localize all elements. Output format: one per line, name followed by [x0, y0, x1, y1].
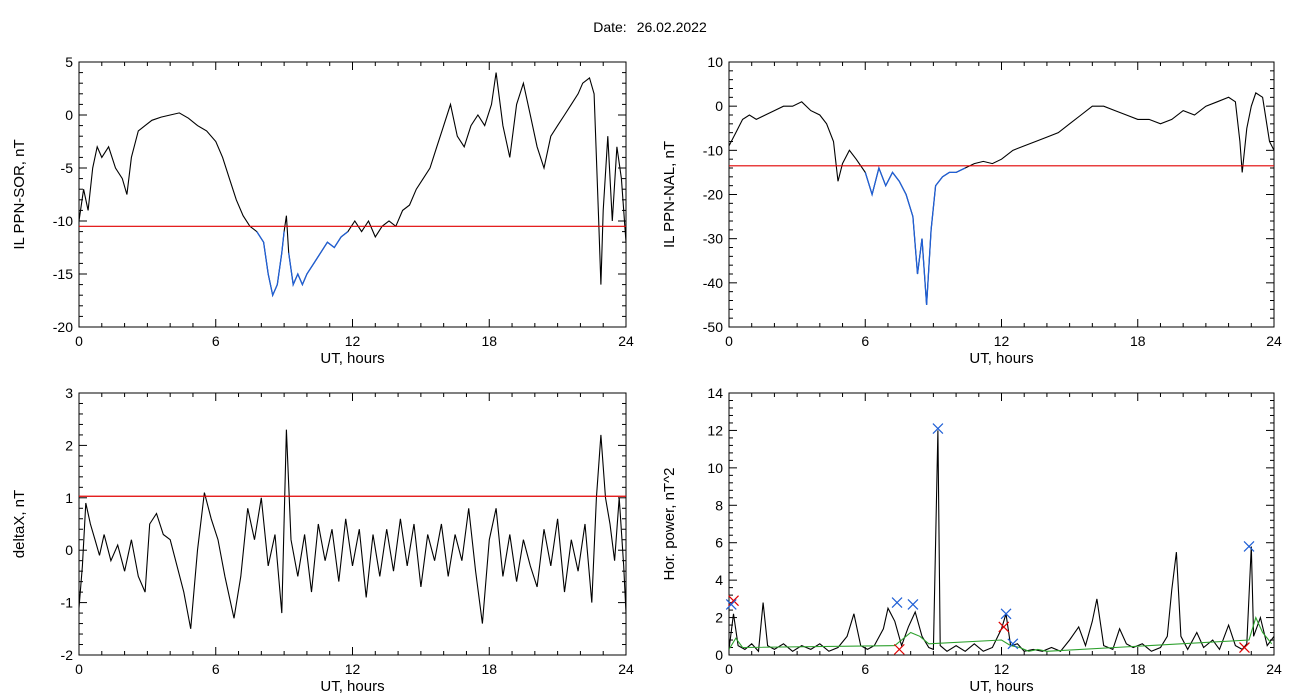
- x-tick-label: 6: [212, 661, 220, 677]
- x-tick-label: 6: [861, 661, 869, 677]
- x-tick-label: 0: [75, 661, 83, 677]
- plot-area: [729, 430, 1274, 653]
- plot-frame: [728, 61, 1275, 328]
- y-axis-label: Hor. power, nT^2: [661, 468, 678, 581]
- x-axis-label: UT, hours: [969, 350, 1033, 367]
- panel-hor-power: Hor. power, nT^2 UT, hours 0 6 12 18 2402468…: [661, 385, 1282, 695]
- y-tick-label: 10: [707, 54, 723, 70]
- blue-x-marker: [1000, 608, 1012, 620]
- x-tick-label: 18: [481, 661, 497, 677]
- y-tick-label: -2: [61, 647, 74, 663]
- x-tick-label: 12: [345, 661, 361, 677]
- x-tick-label: 24: [618, 333, 634, 349]
- x-tick-label: 12: [994, 661, 1010, 677]
- x-axis-label: UT, hours: [320, 350, 384, 367]
- red-x-marker: [1239, 642, 1250, 653]
- y-tick-label: -1: [61, 595, 74, 611]
- below-threshold-segment: [288, 231, 349, 287]
- panel-ppn-nal: IL PPN-NAL, nT UT, hours 0 6 12 18 24 -50 -40 -…: [661, 54, 1282, 367]
- y-tick-label: 0: [65, 107, 73, 123]
- x-tick-label: 6: [212, 333, 220, 349]
- plot-area: [79, 72, 626, 298]
- y-tick-label: -5: [61, 160, 74, 176]
- y-tick-label: 6: [715, 535, 723, 551]
- y-tick-label: -20: [53, 319, 73, 335]
- y-tick-label: -20: [703, 187, 723, 203]
- x-tick-label: 24: [618, 661, 634, 677]
- y-tick-label: -10: [703, 142, 723, 158]
- x-tick-label: 0: [725, 661, 733, 677]
- x-tick-label: 6: [861, 333, 869, 349]
- y-tick-label: 12: [707, 422, 723, 438]
- x-tick-label: 18: [481, 333, 497, 349]
- date-header: Date: 26.02.2022: [0, 19, 1300, 35]
- blue-x-marker: [1007, 638, 1019, 650]
- y-tick-label: 0: [715, 98, 723, 114]
- x-tick-label: 18: [1130, 661, 1146, 677]
- plot-area: [729, 92, 1274, 305]
- panel-ppn-sor: IL PPN-SOR, nT UT, hours 0 6 12 18 24 -20 -15 -…: [11, 54, 634, 367]
- date-label: Date:: [593, 19, 627, 35]
- y-tick-label: 5: [65, 54, 73, 70]
- series-line: [79, 72, 626, 297]
- plot-area: [79, 429, 626, 629]
- below-threshold-segment: [256, 231, 285, 298]
- red-x-marker: [893, 643, 905, 655]
- series-line: [79, 429, 626, 629]
- y-tick-label: 8: [715, 497, 723, 513]
- date-value: 26.02.2022: [636, 19, 707, 35]
- y-tick-label: 10: [707, 460, 723, 476]
- y-tick-label: -40: [703, 275, 723, 291]
- x-axis-label: UT, hours: [969, 678, 1033, 695]
- x-tick-label: 24: [1266, 661, 1282, 677]
- y-tick-label: 3: [65, 385, 73, 401]
- y-tick-label: -50: [703, 319, 723, 335]
- plot-frame: [728, 392, 1275, 656]
- series-line: [729, 430, 1274, 653]
- y-axis-label: IL PPN-SOR, nT: [11, 139, 28, 249]
- blue-x-marker: [1243, 541, 1255, 552]
- below-threshold-segment: [864, 165, 966, 305]
- blue-x-marker: [932, 423, 944, 434]
- red-x-marker: [728, 595, 739, 607]
- plot-frame: [78, 392, 627, 656]
- y-tick-label: -30: [703, 231, 723, 247]
- y-tick-label: 2: [65, 437, 73, 453]
- blue-x-marker: [725, 599, 737, 610]
- y-tick-label: -10: [53, 213, 73, 229]
- series-line-green: [729, 616, 1273, 652]
- x-tick-label: 24: [1266, 333, 1282, 349]
- x-tick-label: 12: [994, 333, 1010, 349]
- y-axis-label: deltaX, nT: [11, 490, 28, 558]
- y-tick-label: -15: [53, 266, 73, 282]
- x-axis-label: UT, hours: [320, 678, 384, 695]
- x-tick-label: 12: [345, 333, 361, 349]
- red-x-marker: [998, 621, 1010, 633]
- y-tick-label: 0: [715, 647, 723, 663]
- y-tick-label: 1: [65, 490, 73, 506]
- blue-x-marker: [907, 599, 919, 610]
- x-tick-label: 18: [1130, 333, 1146, 349]
- series-line: [729, 92, 1274, 305]
- y-tick-label: 2: [715, 610, 723, 626]
- y-tick-label: 14: [707, 385, 723, 401]
- x-tick-label: 0: [725, 333, 733, 349]
- y-tick-label: 0: [65, 542, 73, 558]
- y-axis-label: IL PPN-NAL, nT: [661, 141, 678, 248]
- plot-frame: [78, 61, 627, 328]
- y-tick-label: 4: [715, 572, 723, 588]
- x-tick-label: 0: [75, 333, 83, 349]
- blue-x-marker: [891, 597, 903, 609]
